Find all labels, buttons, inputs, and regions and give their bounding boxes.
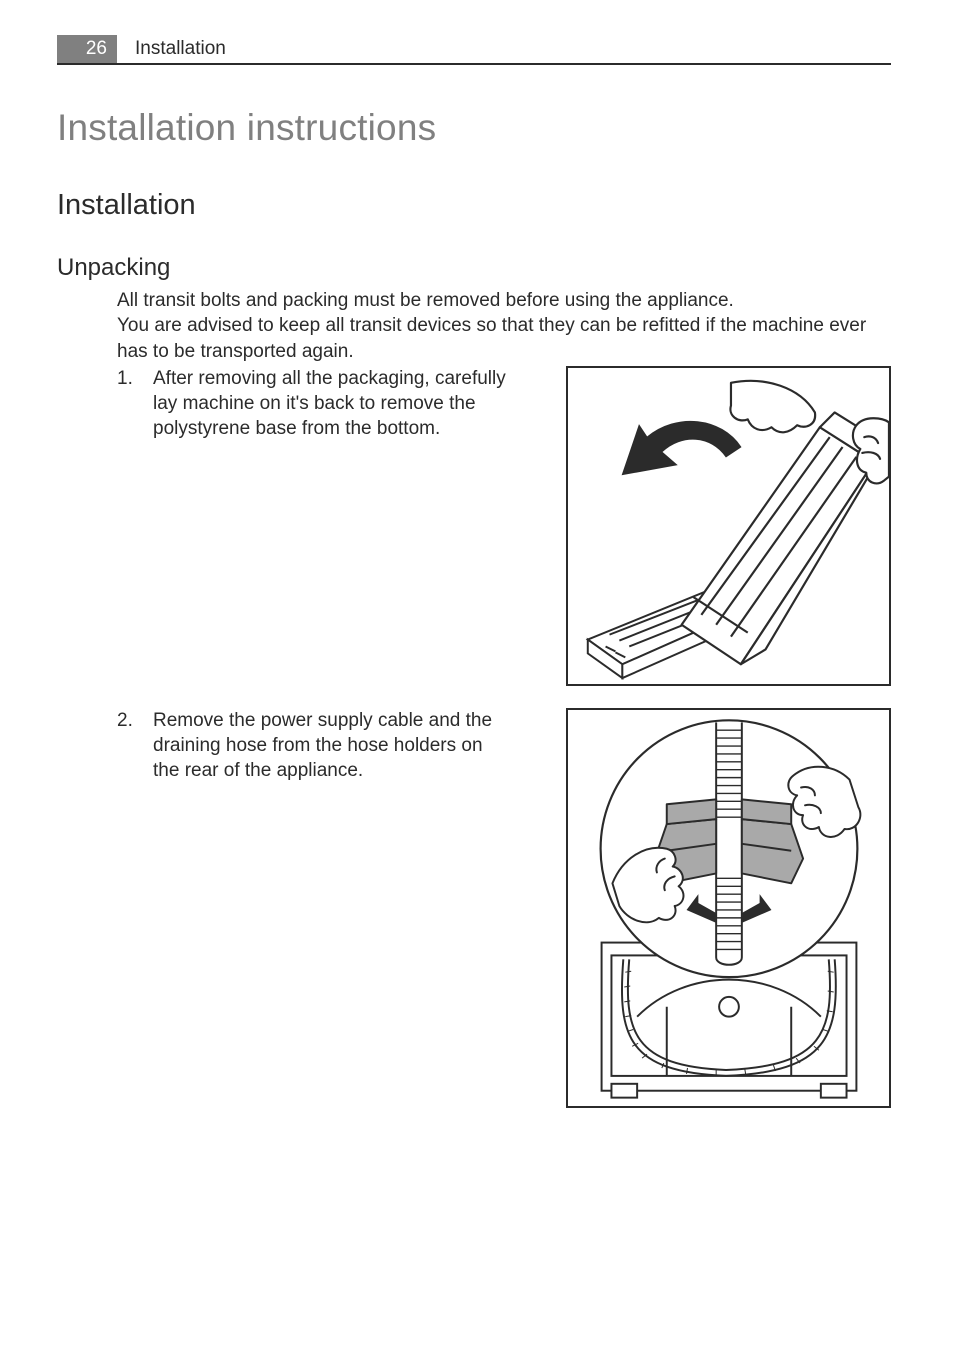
step-row: 2. Remove the power supply cable and the… — [57, 708, 891, 1108]
illustration-remove-hose-icon — [568, 710, 889, 1106]
figure-2-remove-hose — [566, 708, 891, 1108]
step-text: Remove the power supply cable and the dr… — [153, 708, 513, 784]
intro-line: You are advised to keep all transit devi… — [117, 313, 891, 364]
step-row: 1. After removing all the packaging, car… — [57, 366, 891, 686]
step-number: 2. — [117, 708, 153, 733]
step-number: 1. — [117, 366, 153, 391]
intro-line: All transit bolts and packing must be re… — [117, 288, 891, 313]
header-section-label: Installation — [117, 35, 226, 63]
page-number: 26 — [57, 35, 117, 63]
manual-page: 26 Installation Installation instruction… — [0, 0, 954, 1352]
page-header: 26 Installation — [57, 35, 891, 65]
figure-1-lay-machine — [566, 366, 891, 686]
step-text: After removing all the packaging, carefu… — [153, 366, 513, 442]
page-title: Installation instructions — [57, 107, 891, 149]
section-subtitle: Installation — [57, 189, 891, 222]
illustration-lay-down-icon — [568, 368, 889, 684]
subsection-heading: Unpacking — [57, 254, 891, 282]
intro-text: All transit bolts and packing must be re… — [57, 288, 891, 364]
